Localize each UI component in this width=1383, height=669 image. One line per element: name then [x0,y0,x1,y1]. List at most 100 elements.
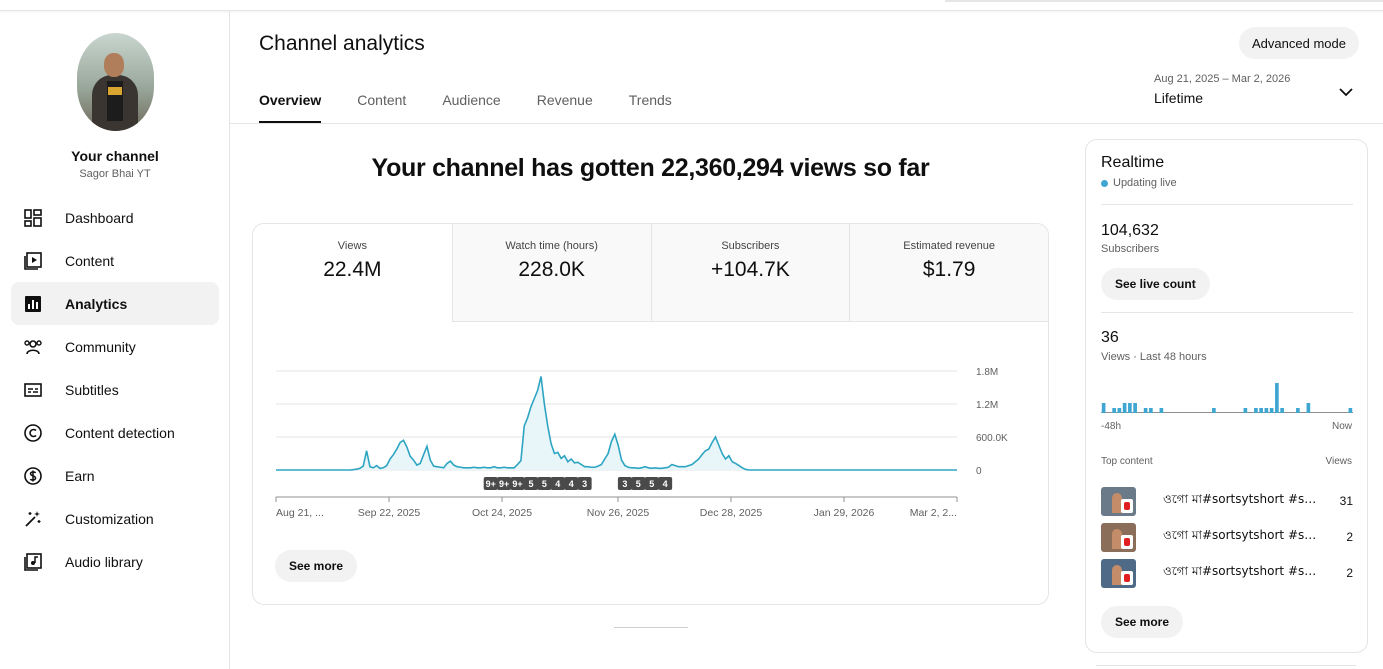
metric-tab-estimated-revenue[interactable]: Estimated revenue $1.79 [849,224,1048,322]
realtime-bar[interactable] [1149,408,1153,413]
tab-revenue[interactable]: Revenue [536,92,593,108]
realtime-see-more-button[interactable]: See more [1101,606,1184,638]
metric-tab-views[interactable]: Views 22.4M [253,224,452,322]
realtime-bar[interactable] [1269,408,1274,413]
sidebar-nav: Dashboard Content Analytics Community Subtit… [11,196,219,583]
realtime-bar[interactable] [1306,403,1311,413]
x-tick-label: Oct 24, 2025 [472,507,532,519]
tab-trends[interactable]: Trends [628,92,672,108]
realtime-bar[interactable] [1112,408,1116,413]
video-marker[interactable] [631,477,646,490]
realtime-status-label: Updating live [1113,177,1177,189]
video-thumbnail[interactable] [1101,522,1136,552]
x-tick-label: Aug 21, ... [276,507,324,519]
video-title[interactable]: ওগো মা#sortsytshort #sort #... [1163,528,1323,542]
video-marker-label: 4 [555,479,560,489]
subtitles-icon [23,380,43,400]
x-tick-label: Dec 28, 2025 [700,507,763,519]
realtime-bar[interactable] [1101,403,1106,413]
y-tick-label: 1.8M [976,367,998,378]
realtime-bar[interactable] [1243,408,1248,413]
views-line[interactable] [276,376,957,471]
video-marker[interactable] [564,477,579,490]
views-chart[interactable]: 1.8M 1.2M 600.0K 0 9+ 9+ 9+ 5 5 4 4 3 3 5 5 4 Aug 21, ..… [253,322,1049,532]
video-marker[interactable] [510,477,525,490]
video-marker[interactable] [577,477,592,490]
realtime-bar[interactable] [1159,408,1164,413]
tab-content[interactable]: Content [357,92,407,108]
video-thumbnail[interactable] [1101,486,1136,516]
video-marker[interactable] [658,477,673,490]
video-marker[interactable] [523,477,538,490]
channel-title: Your channel [71,148,159,164]
top-content-views-label: Views [1325,456,1353,467]
video-marker[interactable] [550,477,565,490]
realtime-bar[interactable] [1128,403,1132,413]
views-48h-label: Views · Last 48 hours [1101,351,1207,363]
realtime-bar[interactable] [1259,408,1263,413]
realtime-bar[interactable] [1117,408,1122,413]
realtime-bar[interactable] [1296,408,1300,413]
realtime-bar[interactable] [1275,383,1279,413]
sidebar-item-audio-library[interactable]: Audio library [11,540,219,583]
video-views: 2 [1346,566,1353,580]
realtime-bar[interactable] [1254,408,1258,413]
sidebar-item-analytics[interactable]: Analytics [11,282,219,325]
sidebar-item-label: Analytics [65,295,128,312]
video-title[interactable]: ওগো মা#sortsytshort #sort ... [1163,492,1323,506]
tab-overview[interactable]: Overview [259,92,322,123]
realtime-bar[interactable] [1348,408,1353,413]
scroll-indicator [614,627,688,628]
realtime-bar[interactable] [1212,408,1216,413]
page-title: Channel analytics [259,32,425,55]
realtime-bar-chart[interactable] [1101,377,1353,413]
axis-left-label: -48h [1101,421,1122,432]
top-content-row[interactable]: ওগো মা#sortsytshort #sort #... 2 [1101,522,1353,552]
top-content-row[interactable]: ওগো মা#sortsytshort #sort #... 2 [1101,558,1353,588]
realtime-bar[interactable] [1133,403,1137,413]
realtime-bar[interactable] [1122,403,1127,413]
search-bar-edge [945,0,1383,2]
tab-audience[interactable]: Audience [442,92,501,108]
see-live-count-button[interactable]: See live count [1101,268,1210,300]
video-thumbnail[interactable] [1101,558,1136,588]
video-marker[interactable] [537,477,552,490]
realtime-card: Realtime Updating live 104,632 Subscribe… [1085,139,1368,653]
metric-label: Watch time (hours) [505,240,598,252]
date-range[interactable]: Aug 21, 2025 – Mar 2, 2026 [1154,73,1291,85]
dashboard-icon [23,208,43,228]
channel-avatar[interactable] [77,33,154,131]
video-marker[interactable] [617,477,632,490]
video-views: 31 [1339,494,1353,508]
sidebar-item-earn[interactable]: Earn [11,454,219,497]
sidebar-item-community[interactable]: Community [11,325,219,368]
realtime-bar[interactable] [1143,408,1148,413]
top-content-label: Top content [1101,456,1153,467]
video-marker-label: 9+ [499,479,509,489]
video-marker[interactable] [483,477,498,490]
sidebar-item-dashboard[interactable]: Dashboard [11,196,219,239]
video-title[interactable]: ওগো মা#sortsytshort #sort #... [1163,564,1323,578]
sidebar-item-content-detection[interactable]: Content detection [11,411,219,454]
date-period-label[interactable]: Lifetime [1154,90,1204,106]
sidebar-item-customization[interactable]: Customization [11,497,219,540]
realtime-bar[interactable] [1280,408,1284,413]
realtime-bar[interactable] [1264,408,1269,413]
top-content-row[interactable]: ওগো মা#sortsytshort #sort ... 31 [1101,486,1353,516]
axis-right-label: Now [1331,421,1352,432]
see-more-button[interactable]: See more [275,550,358,582]
chevron-down-icon[interactable] [1338,84,1354,100]
video-marker[interactable] [644,477,659,490]
realtime-status: Updating live [1101,177,1177,189]
video-marker[interactable] [497,477,512,490]
sidebar-item-subtitles[interactable]: Subtitles [11,368,219,411]
x-tick-label: Jan 29, 2026 [814,507,875,519]
analytics-icon [23,294,43,314]
metric-tab-watch-time-hours[interactable]: Watch time (hours) 228.0K [451,224,651,322]
advanced-mode-button[interactable]: Advanced mode [1239,27,1359,59]
views-area [276,376,957,470]
live-dot-icon [1101,179,1108,187]
metric-tab-subscribers[interactable]: Subscribers +104.7K [650,224,850,322]
sidebar-item-content[interactable]: Content [11,239,219,282]
